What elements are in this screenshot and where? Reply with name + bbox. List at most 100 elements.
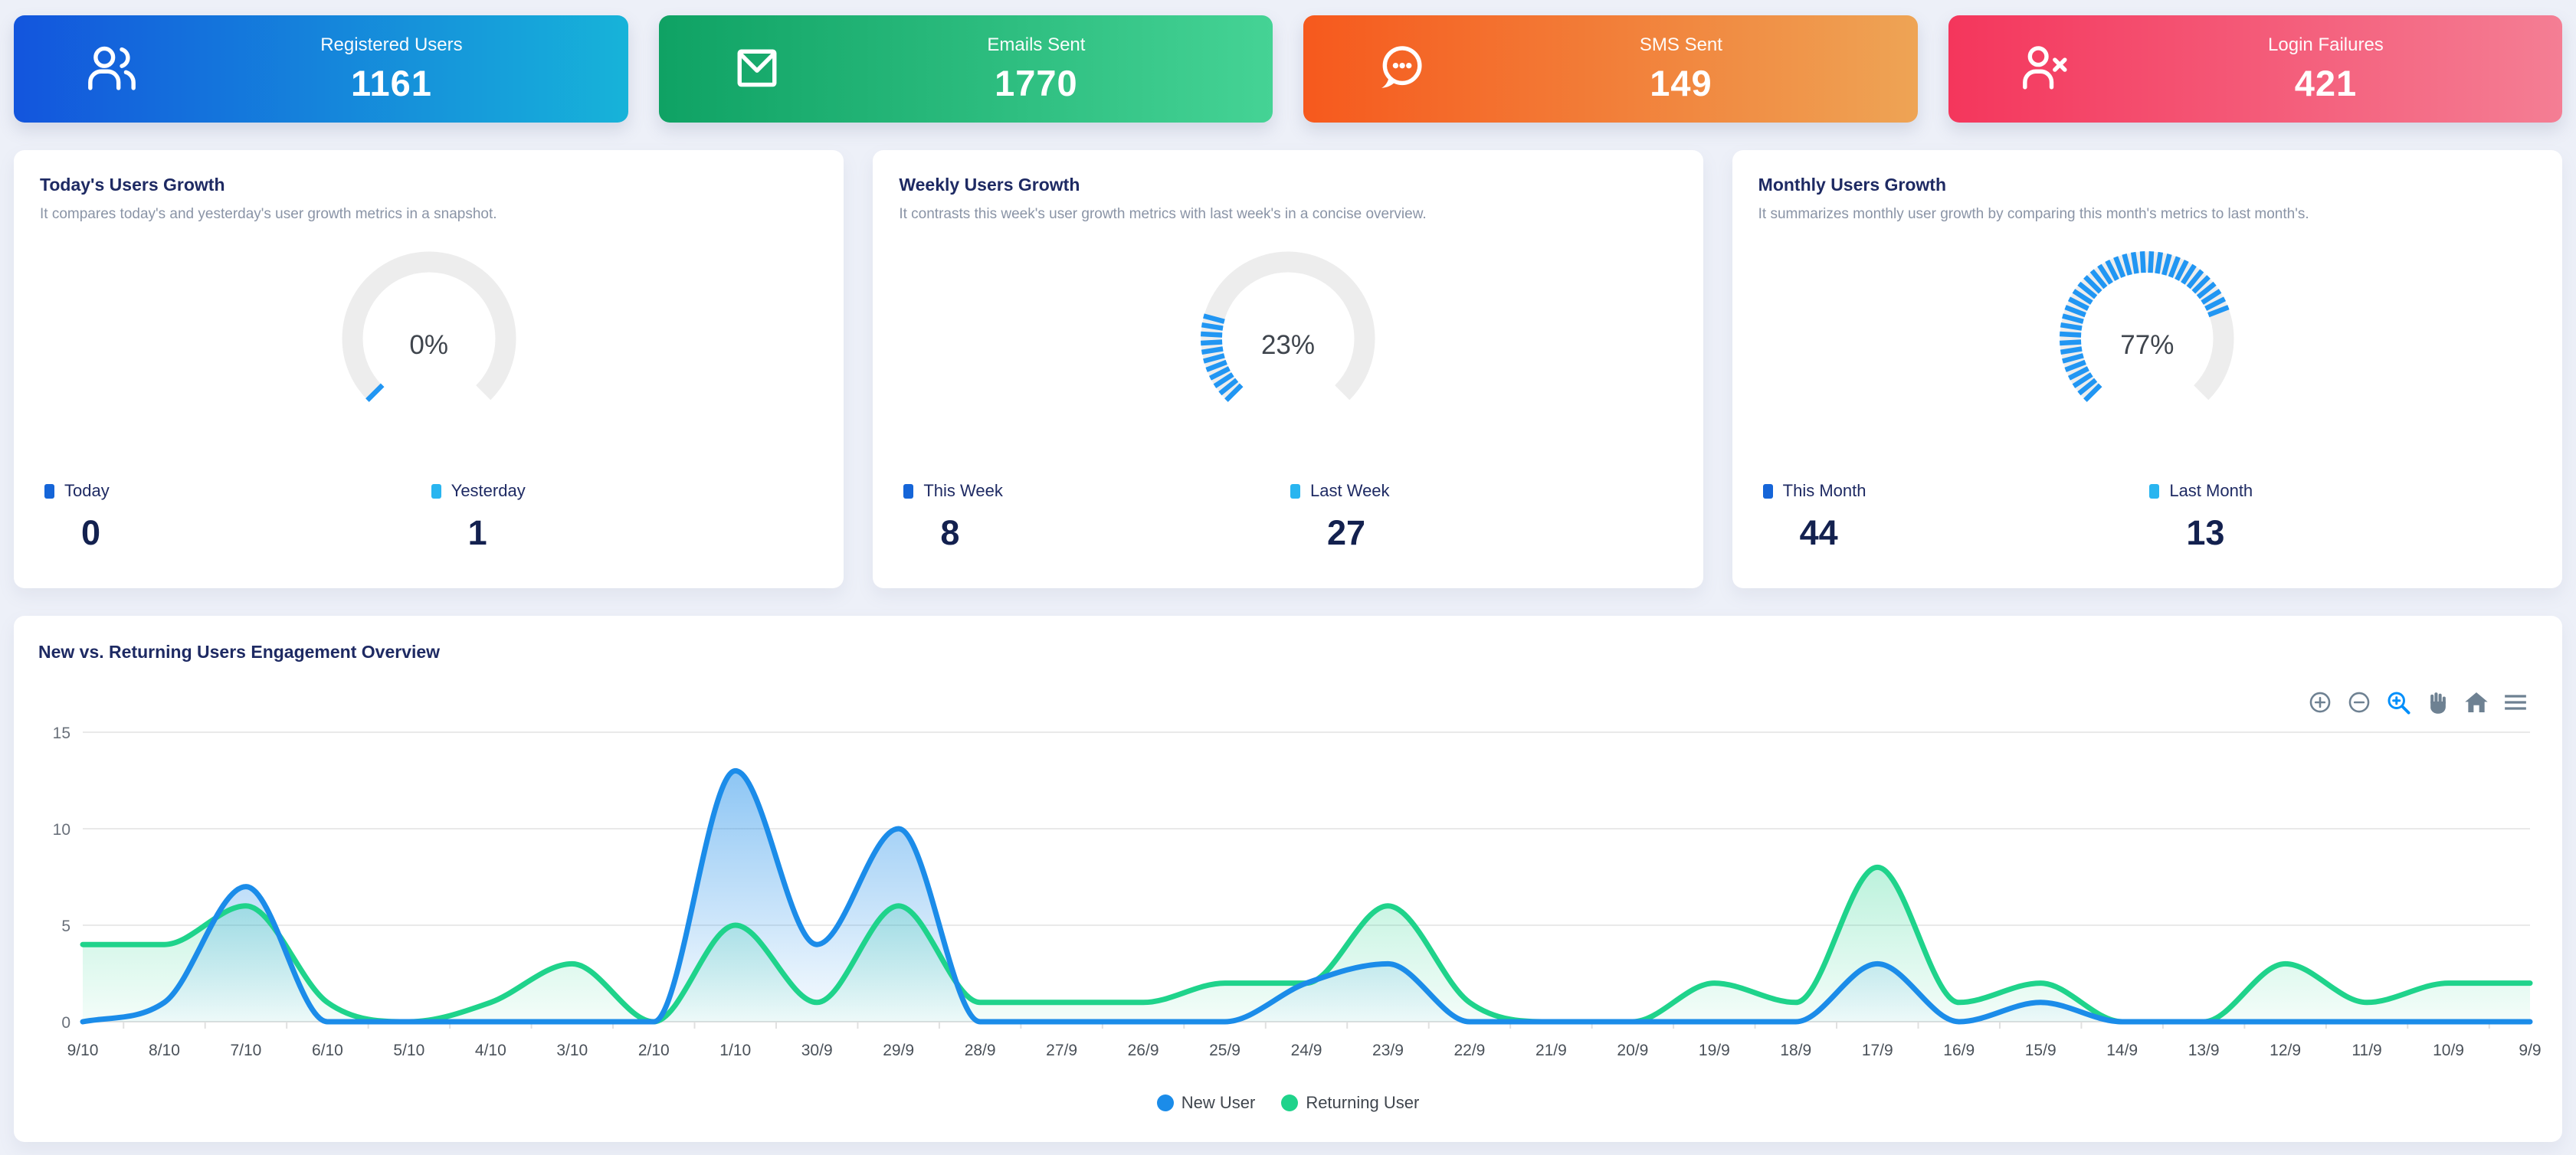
legend-swatch xyxy=(1762,483,1773,499)
svg-text:28/9: 28/9 xyxy=(965,1042,996,1059)
zoom-in-icon[interactable] xyxy=(2307,689,2333,715)
legend-value: 8 xyxy=(940,513,960,552)
stat-card-emails-sent: Emails Sent 1770 xyxy=(658,15,1273,123)
stat-value: 149 xyxy=(1650,62,1712,103)
legend-value: 13 xyxy=(2186,513,2225,552)
svg-text:6/10: 6/10 xyxy=(312,1042,343,1059)
legend-label: Today xyxy=(64,481,110,500)
svg-text:26/9: 26/9 xyxy=(1128,1042,1159,1059)
gauge-legend-item: Last Month 13 xyxy=(2149,481,2536,553)
gauge-percent: 0% xyxy=(409,330,448,360)
stat-card-login-failures: Login Failures 421 xyxy=(1948,15,2562,123)
stat-value: 421 xyxy=(2294,62,2358,103)
card-title: Today's Users Growth xyxy=(40,175,225,195)
gauge-chart-weekly xyxy=(1200,251,1375,402)
svg-text:5/10: 5/10 xyxy=(393,1042,424,1059)
svg-text:27/9: 27/9 xyxy=(1046,1042,1077,1059)
chat-bubble-icon xyxy=(1303,39,1499,99)
stat-value: 1770 xyxy=(995,62,1078,103)
legend-label: This Month xyxy=(1782,481,1866,500)
svg-text:29/9: 29/9 xyxy=(883,1042,914,1059)
chart-toolbar xyxy=(2307,689,2528,715)
svg-text:11/9: 11/9 xyxy=(2352,1042,2381,1059)
svg-text:15: 15 xyxy=(53,725,70,742)
legend-swatch xyxy=(431,483,441,499)
legend-label: Last Week xyxy=(1310,481,1390,500)
svg-text:25/9: 25/9 xyxy=(1209,1042,1240,1059)
zoom-out-icon[interactable] xyxy=(2346,689,2372,715)
svg-text:10/9: 10/9 xyxy=(2433,1042,2464,1059)
svg-text:12/9: 12/9 xyxy=(2270,1042,2301,1059)
legend-value: 44 xyxy=(1799,513,1838,552)
menu-icon[interactable] xyxy=(2502,689,2528,715)
svg-text:24/9: 24/9 xyxy=(1291,1042,1322,1059)
svg-text:13/9: 13/9 xyxy=(2188,1042,2220,1059)
card-subtitle: It contrasts this week's user growth met… xyxy=(899,206,1427,222)
engagement-area-chart[interactable]: 0 5 10 15 9/10 8/10 7/10 6/10 5/10 4/10 3/10 2/10 1/… xyxy=(29,686,2545,1069)
engagement-chart-card: New vs. Returning Users Engagement Overv… xyxy=(14,616,2562,1142)
svg-text:23/9: 23/9 xyxy=(1372,1042,1404,1059)
gauge-legend-item: Today 0 xyxy=(44,481,431,553)
stat-card-sms-sent: SMS Sent 149 xyxy=(1303,15,1918,123)
legend-value: 1 xyxy=(467,513,487,552)
stat-card-registered-users: Registered Users 1161 xyxy=(14,15,628,123)
svg-text:4/10: 4/10 xyxy=(475,1042,506,1059)
gauge-legend-item: This Week 8 xyxy=(903,481,1290,553)
chart-legend: New User Returning User xyxy=(14,1093,2562,1113)
svg-text:14/9: 14/9 xyxy=(2106,1042,2138,1059)
svg-text:1/10: 1/10 xyxy=(719,1042,751,1059)
svg-text:19/9: 19/9 xyxy=(1699,1042,1730,1059)
legend-label: Returning User xyxy=(1306,1093,1420,1112)
legend-value: 0 xyxy=(81,513,101,552)
svg-text:7/10: 7/10 xyxy=(230,1042,261,1059)
gauge-chart-today xyxy=(342,251,516,402)
svg-text:18/9: 18/9 xyxy=(1780,1042,1811,1059)
stat-label: Login Failures xyxy=(2268,34,2384,55)
legend-swatch xyxy=(2149,483,2160,499)
gauge-percent: 23% xyxy=(1260,330,1316,360)
gauge-percent: 77% xyxy=(2120,330,2175,360)
gauge-card-monthly: Monthly Users Growth It summarizes month… xyxy=(1732,150,2562,588)
legend-dot xyxy=(1156,1094,1174,1111)
gauge-chart-monthly xyxy=(2060,250,2234,402)
svg-text:5: 5 xyxy=(61,918,70,935)
home-icon[interactable] xyxy=(2463,689,2489,715)
legend-label: Yesterday xyxy=(451,481,526,500)
legend-swatch xyxy=(1290,483,1300,499)
card-subtitle: It compares today's and yesterday's user… xyxy=(40,206,497,222)
card-subtitle: It summarizes monthly user growth by com… xyxy=(1758,206,2309,222)
svg-text:3/10: 3/10 xyxy=(556,1042,588,1059)
gauge-card-weekly: Weekly Users Growth It contrasts this we… xyxy=(873,150,1703,588)
gauge-cards-row: Today's Users Growth It compares today's… xyxy=(0,123,2576,588)
svg-text:30/9: 30/9 xyxy=(801,1042,833,1059)
legend-swatch xyxy=(44,483,54,499)
svg-text:0: 0 xyxy=(61,1014,70,1032)
gauge-legend-item: Last Week 27 xyxy=(1290,481,1677,553)
stat-label: Registered Users xyxy=(320,34,463,55)
svg-text:16/9: 16/9 xyxy=(1943,1042,1975,1059)
stat-label: Emails Sent xyxy=(987,34,1086,55)
user-x-icon xyxy=(1948,39,2145,99)
svg-text:2/10: 2/10 xyxy=(638,1042,670,1059)
svg-text:9/9: 9/9 xyxy=(2519,1042,2541,1059)
panning-icon[interactable] xyxy=(2424,689,2450,715)
svg-text:20/9: 20/9 xyxy=(1617,1042,1648,1059)
legend-swatch xyxy=(903,483,914,499)
svg-text:15/9: 15/9 xyxy=(2025,1042,2057,1059)
legend-label: Last Month xyxy=(2169,481,2253,500)
gauge-legend-item: This Month 44 xyxy=(1762,481,2150,553)
card-title: Monthly Users Growth xyxy=(1758,175,1947,195)
stat-label: SMS Sent xyxy=(1639,34,1722,55)
users-icon xyxy=(14,39,210,99)
stat-cards-row: Registered Users 1161 Emails Sent 1770 xyxy=(0,0,2576,123)
chart-title: New vs. Returning Users Engagement Overv… xyxy=(38,642,441,662)
selection-zoom-icon[interactable] xyxy=(2385,689,2411,715)
svg-text:17/9: 17/9 xyxy=(1862,1042,1893,1059)
stat-value: 1161 xyxy=(350,62,432,103)
svg-text:9/10: 9/10 xyxy=(67,1042,99,1059)
legend-label: New User xyxy=(1181,1093,1256,1112)
gauge-card-today: Today's Users Growth It compares today's… xyxy=(14,150,844,588)
gauge-legend-item: Yesterday 1 xyxy=(431,481,818,553)
legend-item-returning-user[interactable]: Returning User xyxy=(1281,1093,1419,1113)
legend-item-new-user[interactable]: New User xyxy=(1156,1093,1256,1113)
